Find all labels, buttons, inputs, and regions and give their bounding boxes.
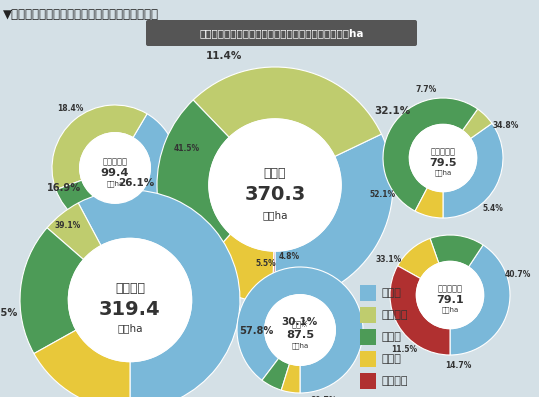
Text: 370.3: 370.3 (244, 185, 306, 204)
Text: 19.5%: 19.5% (0, 308, 18, 318)
Wedge shape (262, 358, 289, 390)
Bar (360, 285, 376, 301)
Bar (360, 307, 376, 323)
Wedge shape (56, 180, 113, 231)
Text: 79.5: 79.5 (429, 158, 457, 168)
Text: 30.1%: 30.1% (282, 317, 318, 327)
Text: 89.7%: 89.7% (310, 396, 337, 397)
Text: 百万ha: 百万ha (441, 307, 459, 313)
Wedge shape (237, 267, 363, 393)
Text: 百万ha: 百万ha (106, 181, 123, 187)
Text: 16.9%: 16.9% (47, 183, 81, 193)
Text: 過耕作: 過耕作 (381, 332, 401, 342)
Wedge shape (47, 203, 101, 260)
Circle shape (410, 124, 476, 192)
Wedge shape (273, 251, 275, 303)
Circle shape (68, 239, 191, 362)
Wedge shape (196, 234, 274, 303)
Text: 11.4%: 11.4% (205, 50, 242, 60)
Text: 5.5%: 5.5% (255, 259, 277, 268)
Text: 過開拓: 過開拓 (381, 354, 401, 364)
Circle shape (209, 119, 341, 251)
Text: 319.4: 319.4 (99, 300, 161, 319)
Circle shape (80, 133, 150, 203)
Wedge shape (450, 245, 510, 355)
Text: アジア: アジア (264, 167, 286, 179)
Bar (360, 373, 376, 389)
Text: 5.4%: 5.4% (482, 204, 503, 212)
Circle shape (265, 295, 335, 365)
Text: 百万ha: 百万ha (262, 210, 288, 220)
Text: 生物産業: 生物産業 (381, 376, 407, 386)
Text: 4.8%: 4.8% (278, 252, 299, 261)
Text: 26.1%: 26.1% (118, 178, 154, 188)
Text: 99.4: 99.4 (101, 168, 129, 178)
Circle shape (417, 261, 483, 329)
Text: 豪州※: 豪州※ (292, 319, 308, 328)
Text: ヨーロッパ: ヨーロッパ (102, 157, 128, 166)
Wedge shape (34, 330, 130, 397)
Wedge shape (111, 203, 115, 231)
Text: 40.7%: 40.7% (505, 270, 531, 279)
Text: 11.5%: 11.5% (391, 345, 417, 354)
Wedge shape (20, 228, 84, 354)
Text: 過放牧: 過放牧 (381, 288, 401, 298)
Text: 33.1%: 33.1% (376, 254, 402, 264)
Wedge shape (157, 100, 231, 272)
Text: ▼世界の乾燥地域における土地劣化の要因と面積: ▼世界の乾燥地域における土地劣化の要因と面積 (3, 8, 159, 21)
Text: 森林減少: 森林減少 (381, 310, 407, 320)
Wedge shape (390, 266, 450, 355)
Text: 百万ha: 百万ha (434, 170, 452, 176)
Wedge shape (430, 235, 483, 267)
Wedge shape (443, 123, 503, 218)
Text: アフリカ: アフリカ (115, 282, 145, 295)
Wedge shape (398, 239, 439, 279)
Wedge shape (462, 109, 492, 139)
Wedge shape (78, 190, 240, 397)
Wedge shape (275, 134, 393, 303)
Text: 34.8%: 34.8% (493, 121, 519, 130)
Text: 7.7%: 7.7% (416, 85, 437, 94)
Wedge shape (115, 114, 178, 231)
Text: 52.1%: 52.1% (370, 191, 396, 200)
Text: 百万ha: 百万ha (292, 343, 309, 349)
Text: 北アメリカ: 北アメリカ (431, 147, 455, 156)
Text: 百万ha: 百万ha (118, 323, 143, 333)
Text: 32.1%: 32.1% (375, 106, 411, 116)
Text: 57.8%: 57.8% (239, 326, 273, 337)
Text: 79.1: 79.1 (436, 295, 464, 305)
Text: 41.5%: 41.5% (174, 144, 200, 153)
Text: 18.4%: 18.4% (57, 104, 84, 113)
Text: 39.1%: 39.1% (54, 221, 80, 229)
Text: 87.5: 87.5 (286, 330, 314, 340)
Wedge shape (383, 98, 478, 211)
Text: 乾燥地における土地劣化総面積　１，０３５．２百万ha: 乾燥地における土地劣化総面積 １，０３５．２百万ha (199, 28, 364, 38)
Text: 南アメリカ: 南アメリカ (438, 285, 462, 293)
Wedge shape (193, 67, 382, 156)
Wedge shape (281, 364, 300, 393)
Text: 14.7%: 14.7% (445, 361, 472, 370)
Bar (360, 329, 376, 345)
FancyBboxPatch shape (146, 20, 417, 46)
Bar (360, 351, 376, 367)
Wedge shape (52, 105, 147, 190)
Wedge shape (415, 188, 443, 218)
